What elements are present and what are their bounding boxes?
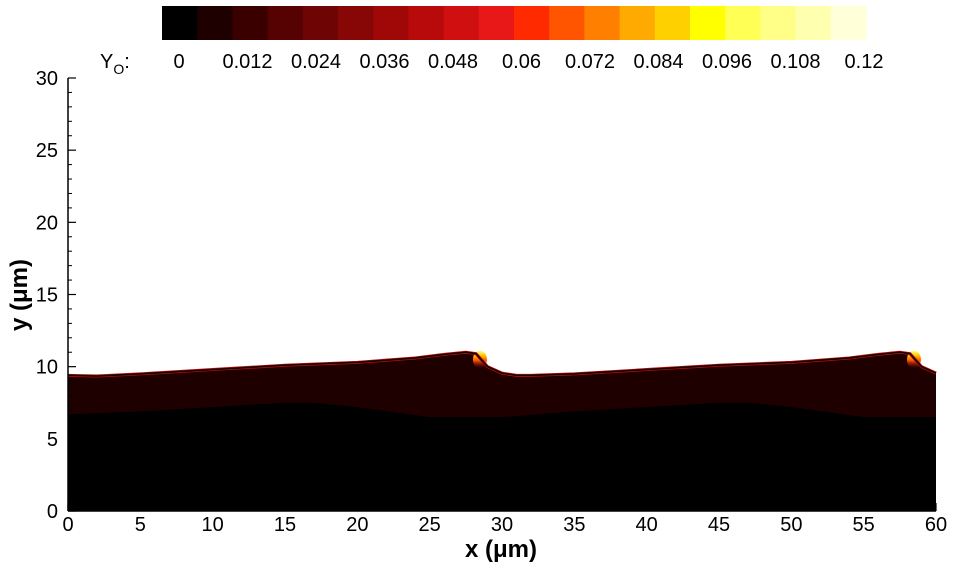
colorbar-swatch — [267, 6, 304, 40]
colorbar-swatch — [549, 6, 585, 40]
colorbar-tick-label: 0 — [173, 51, 184, 73]
y-tick-label: 15 — [36, 285, 58, 307]
colorbar-tick-label: 0.06 — [502, 51, 541, 73]
plot-axes: 0 5 10 15 20 25 30 35 40 45 50 55 60 0 5 10 15 20 25 30 — [36, 68, 947, 536]
colorbar-tick-label: 0.12 — [845, 51, 884, 73]
colorbar-swatch — [725, 6, 761, 40]
colorbar-swatch — [478, 6, 515, 40]
y-tick-label: 5 — [47, 429, 58, 451]
colorbar-swatch — [302, 6, 339, 40]
colorbar-tick-label: 0.108 — [770, 51, 820, 73]
colorbar-swatch — [373, 6, 409, 40]
colorbar-swatch — [619, 6, 656, 40]
colorbar-tick-label: 0.012 — [222, 51, 272, 73]
x-tick-label: 55 — [853, 514, 875, 536]
y-axis-title: y (μm) — [6, 259, 33, 331]
colorbar-swatch — [795, 6, 832, 40]
colorbar-swatch — [584, 6, 621, 40]
colorbar-variable-subscript: O — [113, 61, 124, 77]
colorbar-tick-label: 0.024 — [291, 51, 341, 73]
core-region — [68, 402, 936, 511]
colorbar-title: YO: — [100, 51, 130, 77]
x-tick-label: 10 — [202, 514, 224, 536]
x-axis-title: x (μm) — [465, 536, 537, 563]
colorbar-swatch — [232, 6, 269, 40]
colorbar-swatch — [690, 6, 726, 40]
colorbar-tick-label: 0.036 — [359, 51, 409, 73]
x-tick-label: 25 — [419, 514, 441, 536]
colorbar — [162, 6, 867, 40]
x-tick-label: 35 — [563, 514, 585, 536]
colorbar-swatch — [338, 6, 374, 40]
x-tick-label: 5 — [135, 514, 146, 536]
colorbar-swatch — [443, 6, 480, 40]
y-tick-label: 25 — [36, 140, 58, 162]
y-tick-label: 20 — [36, 212, 58, 234]
x-tick-label: 45 — [708, 514, 730, 536]
colorbar-variable: Y — [100, 51, 113, 73]
x-tick-label: 15 — [274, 514, 296, 536]
interface-line — [67, 351, 937, 377]
colorbar-swatch — [760, 6, 797, 40]
colorbar-swatch — [162, 6, 198, 40]
contour-field — [67, 350, 937, 511]
colorbar-swatch — [830, 6, 867, 40]
colorbar-variable-suffix: : — [124, 51, 130, 73]
x-tick-label: 40 — [636, 514, 658, 536]
x-tick-label: 20 — [346, 514, 368, 536]
colorbar-swatch — [197, 6, 233, 40]
colorbar-tick-label: 0.096 — [702, 51, 752, 73]
colorbar-tick-label: 0.084 — [633, 51, 683, 73]
y-tick-label: 0 — [47, 501, 58, 523]
x-tick-label: 60 — [925, 514, 947, 536]
x-tick-label: 0 — [62, 514, 73, 536]
colorbar-swatch — [408, 6, 445, 40]
colorbar-swatch — [514, 6, 550, 40]
y-tick-label: 10 — [36, 357, 58, 379]
colorbar-tick-label: 0.048 — [428, 51, 478, 73]
x-tick-label: 30 — [491, 514, 513, 536]
colorbar-labels: YO: 0 0.012 0.024 0.036 0.048 0.06 0.072 0.084 0… — [100, 51, 883, 77]
x-tick-label: 50 — [780, 514, 802, 536]
y-tick-label: 30 — [36, 68, 58, 90]
colorbar-tick-label: 0.072 — [565, 51, 615, 73]
colorbar-swatch — [654, 6, 691, 40]
